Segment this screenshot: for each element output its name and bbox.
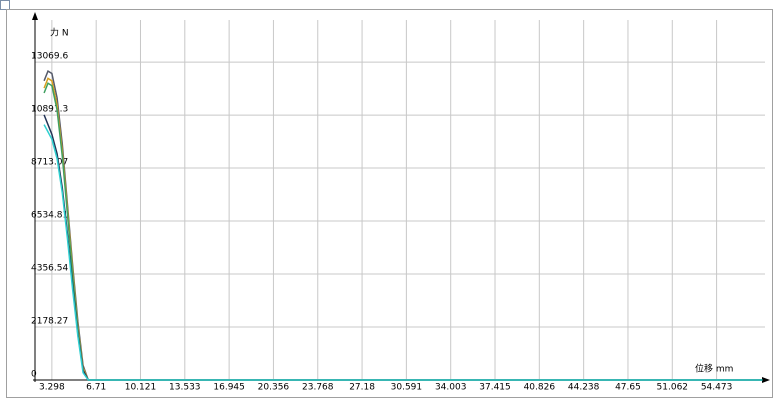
x-tick-label: 47.65 — [615, 383, 641, 393]
y-arrow — [32, 12, 38, 20]
y-tick-label: 0 — [31, 370, 37, 380]
x-tick-label: 44.238 — [568, 383, 600, 393]
x-axis-label: 位移 mm — [695, 363, 733, 375]
y-tick-label: 13069.6 — [31, 52, 68, 62]
y-tick-label: 10891.3 — [31, 105, 68, 115]
x-tick-label: 40.826 — [524, 383, 556, 393]
window-icon[interactable] — [0, 0, 10, 10]
frame — [6, 9, 773, 398]
x-tick-label: 30.591 — [391, 383, 423, 393]
y-tick-label: 4356.54 — [31, 264, 68, 274]
x-tick-label: 3.298 — [39, 383, 65, 393]
data-line — [43, 124, 763, 381]
x-tick-label: 54.473 — [701, 383, 733, 393]
x-tick-label: 6.71 — [86, 383, 106, 393]
x-tick-label: 27.18 — [349, 383, 375, 393]
y-tick-label: 2178.27 — [31, 317, 68, 327]
x-tick-label: 23.768 — [302, 383, 334, 393]
x-tick-label: 51.062 — [657, 383, 689, 393]
x-arrow — [762, 377, 770, 383]
x-tick-label: 20.356 — [258, 383, 290, 393]
x-tick-label: 16.945 — [213, 383, 245, 393]
y-tick-label: 8713.07 — [31, 158, 68, 168]
x-tick-label: 10.121 — [125, 383, 157, 393]
x-tick-label: 37.415 — [479, 383, 511, 393]
y-axis-label: 力 N — [50, 27, 69, 39]
x-tick-label: 13.533 — [169, 383, 201, 393]
x-tick-label: 34.003 — [435, 383, 467, 393]
y-tick-label: 6534.81 — [31, 211, 68, 221]
